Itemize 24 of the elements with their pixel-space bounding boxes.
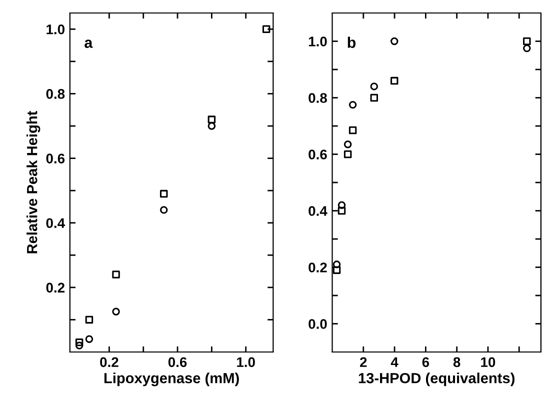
- y-tick-label: 1.0: [308, 36, 327, 46]
- y-tick-label: 0.6: [308, 150, 327, 160]
- y-tick-label: 0.2: [46, 282, 64, 293]
- x-tick-label: 8: [453, 357, 460, 368]
- y-tick-label: 0.6: [46, 154, 65, 164]
- x-tick-label: 0.6: [168, 357, 187, 368]
- y-tick-label: 0.8: [308, 93, 327, 103]
- x-tick-label: 0.2: [100, 357, 118, 368]
- y-tick-label: 1.0: [46, 24, 64, 34]
- x-axis-title: Lipoxygenase (mM): [104, 372, 239, 386]
- x-tick-label: 2: [360, 357, 367, 367]
- y-tick-label: 0.0: [308, 319, 327, 329]
- y-axis-title: Relative Peak Height: [26, 110, 40, 254]
- x-axis-title: 13-HPOD (equivalents): [358, 372, 514, 386]
- y-tick-label: 0.4: [46, 218, 65, 228]
- annotation: b: [348, 36, 356, 48]
- x-tick-label: 4: [390, 357, 398, 367]
- x-tick-label: 1.0: [237, 357, 255, 368]
- y-tick-label: 0.2: [308, 262, 327, 272]
- x-tick-label: 10: [481, 357, 496, 368]
- y-tick-label: 0.4: [308, 206, 328, 216]
- x-tick-label: 6: [422, 357, 430, 368]
- y-tick-label: 0.8: [46, 89, 65, 99]
- annotation: a: [84, 40, 93, 48]
